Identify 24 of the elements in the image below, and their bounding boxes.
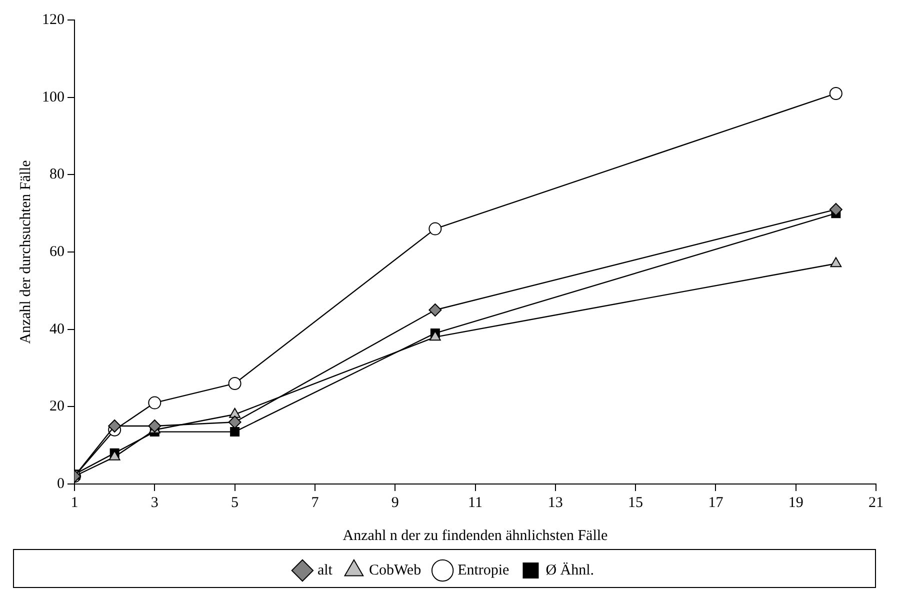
y-tick-label: 100 [42, 89, 64, 106]
x-tick-label: 19 [788, 494, 804, 511]
legend-label: Entropie [458, 562, 510, 578]
y-tick-label: 20 [50, 398, 64, 415]
x-tick-label: 3 [150, 494, 158, 511]
legend-label: Ø Ähnl. [546, 561, 594, 578]
legend-label: CobWeb [368, 562, 422, 578]
x-tick-label: 11 [468, 494, 482, 511]
x-tick-label: 21 [868, 494, 884, 511]
x-tick-label: 15 [628, 494, 644, 511]
x-axis-title: Anzahl n der zu findenden ähnlichsten Fälle [342, 528, 608, 544]
legend-label: alt [317, 562, 334, 578]
y-tick-label: 80 [50, 166, 64, 183]
x-tick-label: 13 [548, 494, 563, 511]
y-axis-title: Anzahl der durchsuchten Fälle [18, 160, 34, 344]
x-tick-label: 5 [231, 494, 239, 511]
y-tick-label: 120 [42, 12, 64, 28]
x-tick-label: 9 [391, 494, 399, 511]
x-tick-label: 1 [70, 494, 78, 511]
y-tick-label: 0 [57, 476, 64, 492]
x-tick-label: 7 [311, 494, 320, 511]
y-tick-label: 40 [50, 321, 64, 338]
y-tick-label: 60 [50, 244, 64, 260]
x-tick-label: 17 [708, 494, 724, 511]
